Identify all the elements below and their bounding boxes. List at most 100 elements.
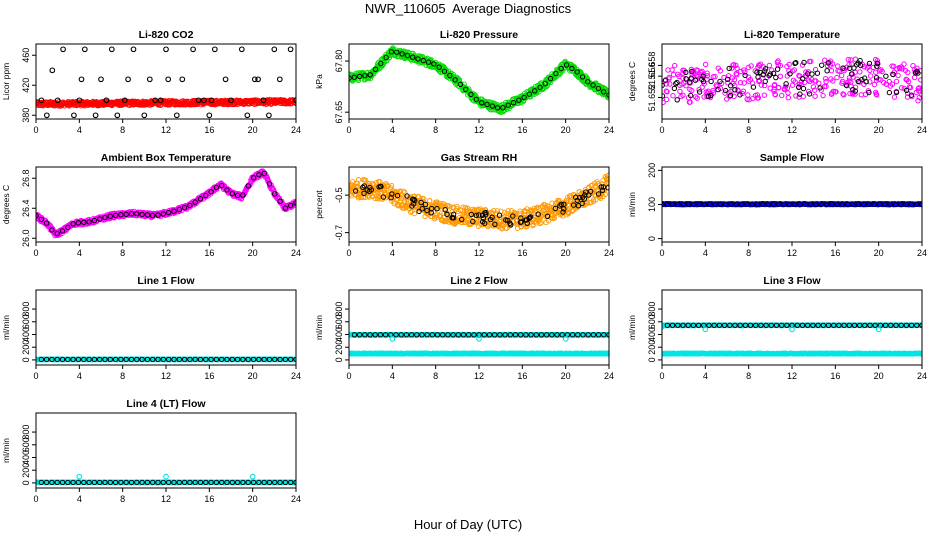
data-point [558, 201, 564, 208]
data-point [868, 73, 874, 79]
y-tick-label: 0 [21, 357, 31, 362]
data-point [394, 49, 400, 55]
data-point [785, 95, 791, 101]
x-tick-label: 12 [161, 248, 171, 258]
data-point [38, 97, 45, 104]
data-point [224, 356, 230, 363]
plot-area [36, 46, 296, 119]
series-all [349, 172, 609, 232]
data-point [742, 72, 748, 79]
data-point [732, 87, 738, 93]
panel-title: Sample Flow [760, 152, 825, 164]
data-point [420, 57, 426, 64]
series-all [662, 56, 922, 105]
x-tick-label: 24 [291, 248, 301, 258]
data-point [530, 222, 536, 229]
data-point [912, 70, 919, 76]
data-point [240, 356, 246, 363]
y-axis-label: kPa [314, 74, 324, 89]
data-point [881, 79, 887, 86]
x-tick-label: 16 [830, 248, 840, 258]
data-point [715, 86, 721, 93]
data-point [722, 87, 729, 94]
data-point [663, 88, 669, 94]
data-point [817, 85, 823, 91]
data-point [537, 84, 543, 91]
data-point [468, 91, 474, 98]
data-point [524, 217, 530, 223]
data-point [425, 59, 432, 65]
data-point [266, 181, 273, 187]
data-point [806, 91, 813, 97]
data-point [250, 175, 257, 181]
data-point [415, 56, 421, 62]
data-point [489, 103, 495, 109]
data-point [112, 356, 119, 363]
data-point [840, 65, 846, 71]
data-point [65, 224, 71, 231]
plot-area [662, 200, 922, 208]
data-point [785, 90, 791, 96]
data-point [150, 212, 156, 219]
data-point [777, 62, 784, 69]
data-point [590, 82, 596, 88]
data-point [542, 202, 548, 208]
data-point [544, 213, 551, 220]
data-point [694, 95, 700, 101]
data-point [765, 201, 771, 207]
data-point [485, 223, 491, 230]
data-point [847, 65, 853, 72]
data-point [492, 221, 498, 228]
data-point [282, 205, 289, 211]
data-point [825, 60, 831, 66]
y-tick-label: 26.8 [21, 169, 31, 187]
data-point [444, 211, 450, 218]
data-point [364, 187, 370, 193]
data-point [750, 84, 757, 90]
data-point [883, 81, 890, 87]
x-tick-label: 4 [77, 125, 82, 135]
data-point [899, 66, 905, 72]
data-point [271, 46, 278, 53]
plot-area [349, 331, 609, 357]
data-point [266, 356, 273, 363]
data-point [203, 356, 209, 363]
data-point [683, 76, 689, 82]
data-point [173, 112, 180, 119]
data-point [671, 85, 678, 92]
data-point [882, 201, 888, 207]
data-point [351, 74, 357, 81]
data-point [222, 76, 229, 83]
data-point [836, 68, 843, 75]
data-point [206, 112, 213, 119]
x-tick-label: 20 [248, 125, 258, 135]
data-point [229, 356, 236, 363]
data-point [708, 92, 714, 99]
series-avg [38, 46, 296, 119]
y-tick-label: 460 [21, 48, 31, 63]
data-point [446, 203, 452, 209]
series-avg [662, 57, 921, 103]
data-point [828, 91, 835, 97]
data-point [427, 198, 433, 204]
data-point [557, 203, 563, 209]
data-point [874, 60, 881, 67]
data-point [38, 216, 44, 223]
data-point [272, 191, 278, 197]
series-avg [349, 49, 609, 111]
data-point [490, 210, 496, 217]
data-point [675, 201, 681, 207]
data-point [86, 219, 92, 225]
data-point [92, 112, 99, 119]
data-point [879, 68, 885, 75]
data-point [378, 60, 384, 67]
data-point [777, 73, 784, 80]
x-tick-label: 24 [917, 125, 927, 135]
data-point [98, 76, 104, 83]
series-avg [36, 356, 296, 363]
data-point [229, 191, 236, 197]
series-all [349, 45, 609, 116]
data-point [729, 65, 735, 71]
data-point [903, 87, 910, 94]
data-point [822, 57, 828, 63]
